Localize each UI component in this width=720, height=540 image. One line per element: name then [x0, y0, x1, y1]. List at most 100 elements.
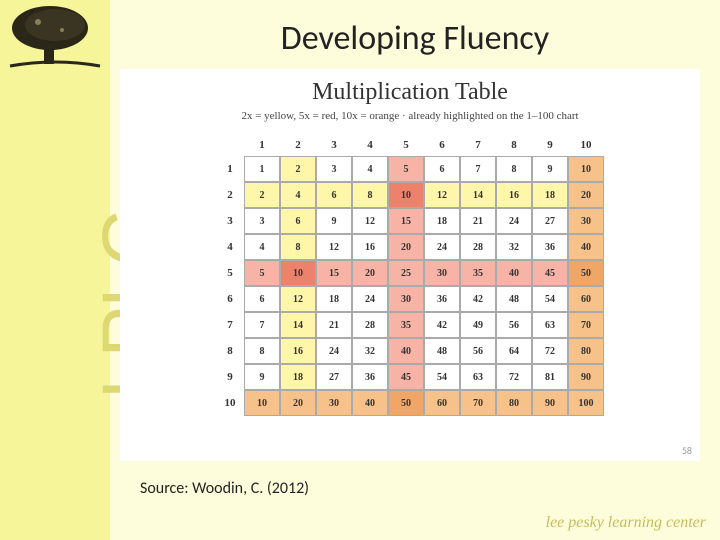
cell-3-7: 21 [460, 208, 496, 234]
cell-2-3: 6 [316, 182, 352, 208]
cell-4-9: 36 [532, 234, 568, 260]
col-header-7: 7 [460, 134, 496, 156]
cell-4-2: 8 [280, 234, 316, 260]
col-header-1: 1 [244, 134, 280, 156]
cell-1-8: 8 [496, 156, 532, 182]
cell-2-4: 8 [352, 182, 388, 208]
cell-8-1: 8 [244, 338, 280, 364]
row-header-2: 2 [216, 182, 244, 208]
row-header-4: 4 [216, 234, 244, 260]
cell-7-10: 70 [568, 312, 604, 338]
cell-3-1: 3 [244, 208, 280, 234]
cell-7-9: 63 [532, 312, 568, 338]
col-header-4: 4 [352, 134, 388, 156]
cell-5-5: 25 [388, 260, 424, 286]
cell-4-6: 24 [424, 234, 460, 260]
col-header-3: 3 [316, 134, 352, 156]
cell-6-5: 30 [388, 286, 424, 312]
cell-6-4: 24 [352, 286, 388, 312]
cell-10-9: 90 [532, 390, 568, 416]
cell-9-10: 90 [568, 364, 604, 390]
cell-9-4: 36 [352, 364, 388, 390]
footer-brand: lee pesky learning center [546, 514, 706, 532]
cell-8-7: 56 [460, 338, 496, 364]
cell-5-10: 50 [568, 260, 604, 286]
row-header-9: 9 [216, 364, 244, 390]
cell-2-10: 20 [568, 182, 604, 208]
cell-6-2: 12 [280, 286, 316, 312]
cell-3-9: 27 [532, 208, 568, 234]
cell-9-9: 81 [532, 364, 568, 390]
cell-2-7: 14 [460, 182, 496, 208]
cell-6-7: 42 [460, 286, 496, 312]
cell-5-4: 20 [352, 260, 388, 286]
cell-3-8: 24 [496, 208, 532, 234]
cell-3-4: 12 [352, 208, 388, 234]
cell-2-1: 2 [244, 182, 280, 208]
grid-corner [216, 134, 244, 156]
cell-10-8: 80 [496, 390, 532, 416]
cell-1-4: 4 [352, 156, 388, 182]
cell-4-5: 20 [388, 234, 424, 260]
cell-1-6: 6 [424, 156, 460, 182]
cell-7-8: 56 [496, 312, 532, 338]
cell-5-2: 10 [280, 260, 316, 286]
slide-number: 58 [682, 444, 692, 457]
cell-6-8: 48 [496, 286, 532, 312]
col-header-6: 6 [424, 134, 460, 156]
cell-6-1: 6 [244, 286, 280, 312]
cell-7-6: 42 [424, 312, 460, 338]
multiplication-grid: 1234567891011234567891022468101214161820… [216, 134, 604, 416]
cell-1-9: 9 [532, 156, 568, 182]
cell-9-3: 27 [316, 364, 352, 390]
cell-4-10: 40 [568, 234, 604, 260]
cell-10-7: 70 [460, 390, 496, 416]
cell-9-2: 18 [280, 364, 316, 390]
sidebar: LPLC [0, 0, 110, 540]
cell-4-8: 32 [496, 234, 532, 260]
cell-9-6: 54 [424, 364, 460, 390]
cell-6-10: 60 [568, 286, 604, 312]
cell-8-4: 32 [352, 338, 388, 364]
col-header-10: 10 [568, 134, 604, 156]
page-title: Developing Fluency [110, 18, 720, 59]
cell-8-8: 64 [496, 338, 532, 364]
cell-7-2: 14 [280, 312, 316, 338]
main-content: Developing Fluency Multiplication Table … [110, 0, 720, 540]
cell-3-2: 6 [280, 208, 316, 234]
cell-1-1: 1 [244, 156, 280, 182]
cell-8-10: 80 [568, 338, 604, 364]
cell-10-10: 100 [568, 390, 604, 416]
cell-2-6: 12 [424, 182, 460, 208]
row-header-10: 10 [216, 390, 244, 416]
cell-2-8: 16 [496, 182, 532, 208]
cell-10-5: 50 [388, 390, 424, 416]
cell-9-1: 9 [244, 364, 280, 390]
multiplication-table-region: Multiplication Table 2x = yellow, 5x = r… [120, 69, 700, 461]
cell-8-9: 72 [532, 338, 568, 364]
cell-2-2: 4 [280, 182, 316, 208]
cell-5-3: 15 [316, 260, 352, 286]
cell-4-1: 4 [244, 234, 280, 260]
cell-3-5: 15 [388, 208, 424, 234]
row-header-1: 1 [216, 156, 244, 182]
cell-7-7: 49 [460, 312, 496, 338]
cell-8-6: 48 [424, 338, 460, 364]
cell-4-4: 16 [352, 234, 388, 260]
cell-9-5: 45 [388, 364, 424, 390]
tree-logo-icon [0, 0, 110, 80]
cell-10-3: 30 [316, 390, 352, 416]
cell-4-7: 28 [460, 234, 496, 260]
cell-6-3: 18 [316, 286, 352, 312]
logo [0, 0, 110, 80]
cell-4-3: 12 [316, 234, 352, 260]
cell-3-6: 18 [424, 208, 460, 234]
cell-5-1: 5 [244, 260, 280, 286]
cell-10-4: 40 [352, 390, 388, 416]
cell-6-9: 54 [532, 286, 568, 312]
row-header-5: 5 [216, 260, 244, 286]
table-subheading: 2x = yellow, 5x = red, 10x = orange · al… [140, 110, 680, 122]
cell-10-1: 10 [244, 390, 280, 416]
cell-8-3: 24 [316, 338, 352, 364]
cell-7-3: 21 [316, 312, 352, 338]
